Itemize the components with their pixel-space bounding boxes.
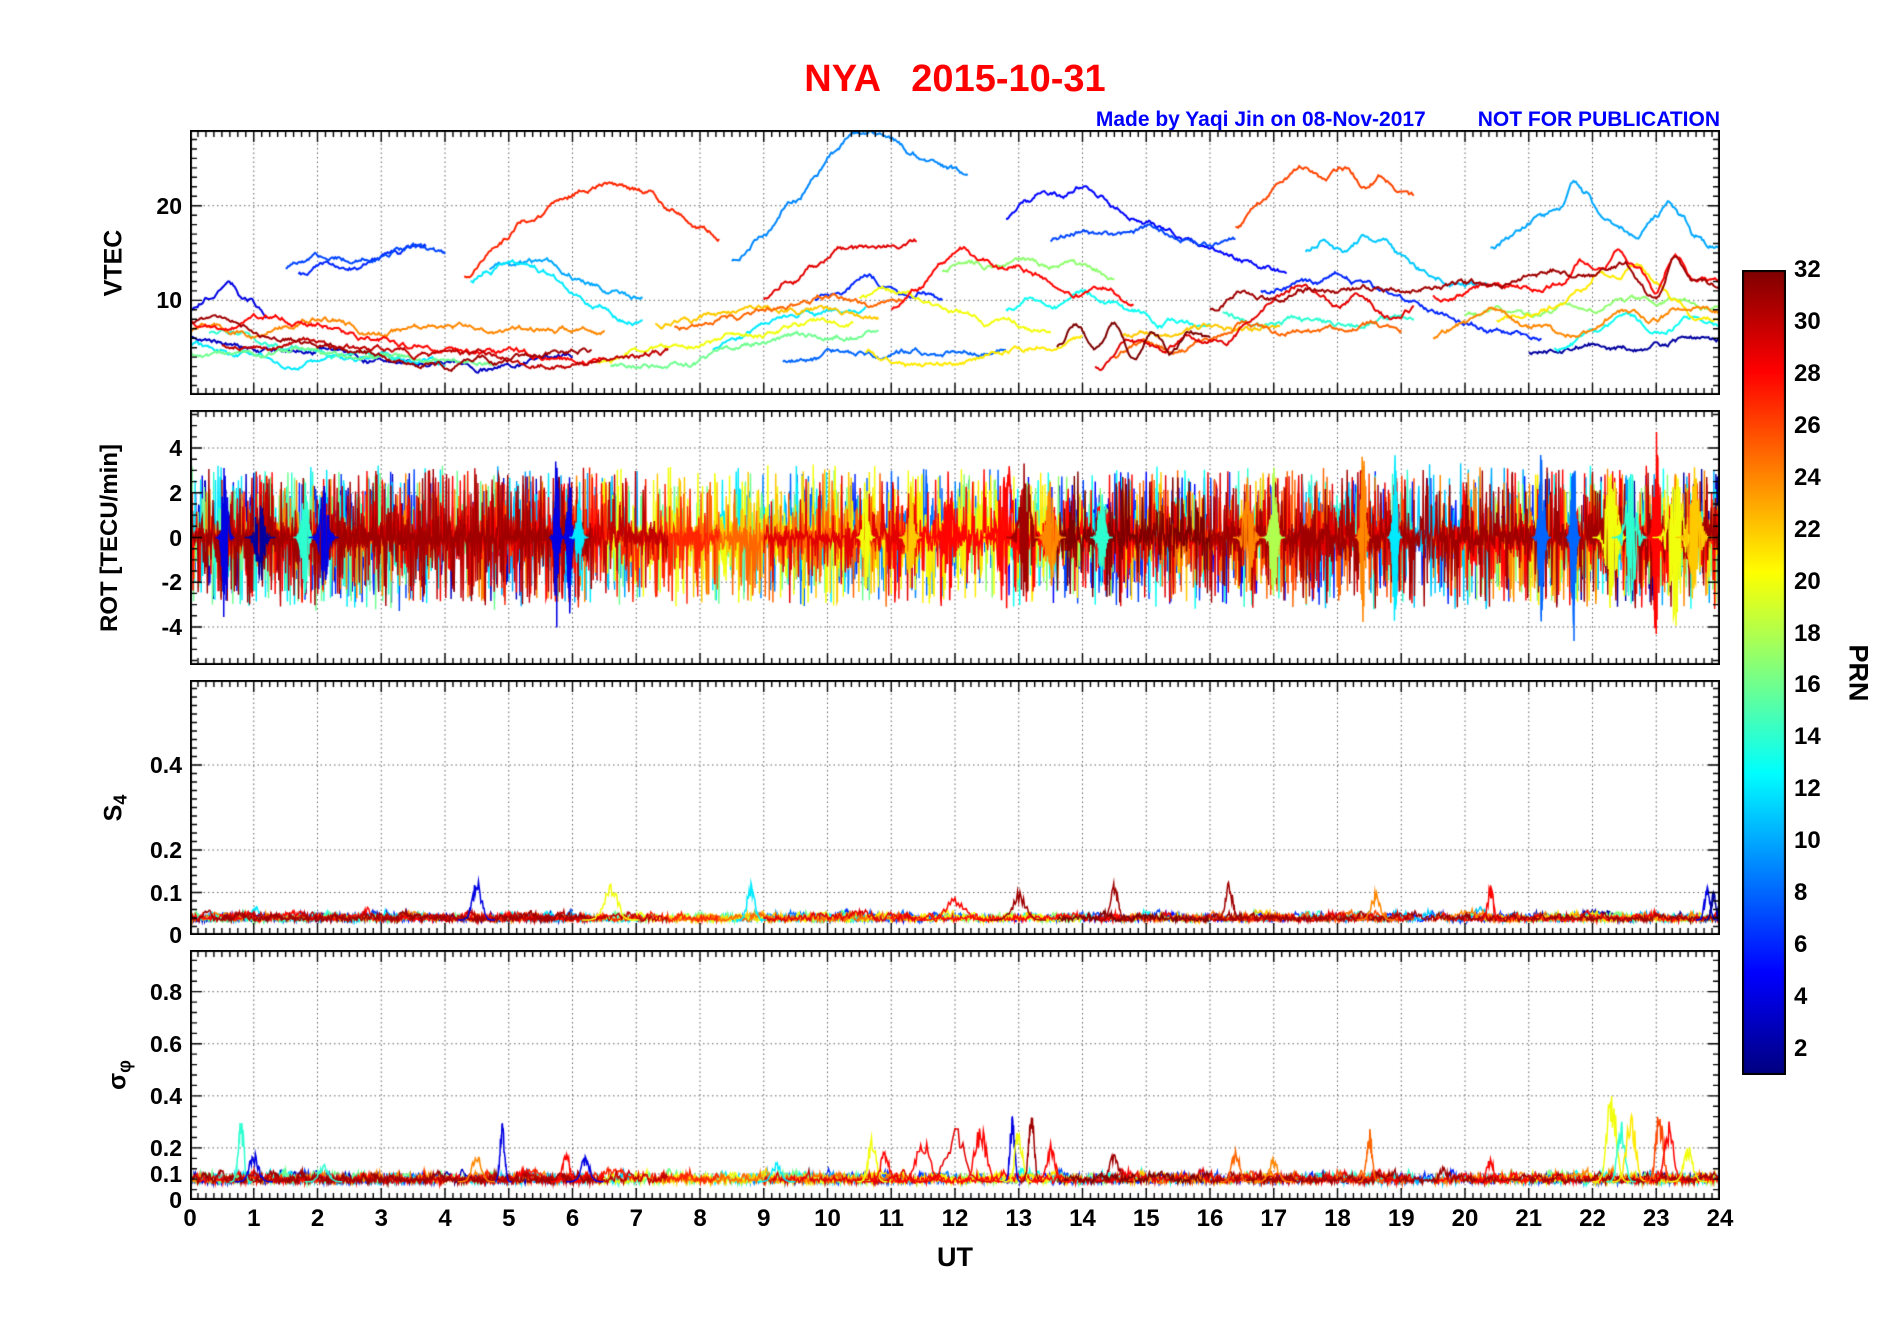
y-tick-label-sigma_phi: 0.2	[150, 1134, 182, 1161]
sigma-phi-panel-canvas	[190, 950, 1720, 1200]
y-tick-label-rot: -4	[161, 613, 182, 640]
vtec-panel-canvas	[190, 130, 1720, 395]
x-tick-label: 8	[693, 1205, 707, 1232]
s4-panel-canvas	[190, 680, 1720, 935]
x-tick-label: 6	[565, 1205, 580, 1232]
x-tick-label: 21	[1515, 1205, 1543, 1232]
x-tick-label: 10	[814, 1205, 841, 1232]
x-tick-label: 18	[1324, 1205, 1351, 1232]
x-tick-label: 23	[1642, 1205, 1670, 1232]
x-tick-label: 12	[941, 1205, 969, 1232]
colorbar-tick-label: 2	[1794, 1035, 1808, 1063]
x-tick-label: 3	[374, 1205, 388, 1232]
x-tick-label: 2	[310, 1205, 325, 1232]
y-tick-label-rot: 0	[169, 524, 182, 551]
colorbar-axis-label: PRN	[1843, 643, 1874, 702]
colorbar-tick-label: 24	[1794, 463, 1821, 491]
colorbar-tick-label: 14	[1794, 723, 1821, 751]
y-tick-label-rot: 4	[169, 435, 182, 462]
vtec-axis-label: VTEC	[99, 229, 128, 296]
colorbar-tick-label: 22	[1794, 515, 1821, 543]
rot-panel-canvas	[190, 410, 1720, 665]
annotation-line: Made by Yaqi Jin on 08-Nov-2017 NOT FOR …	[190, 108, 1720, 132]
x-tick-label: 9	[757, 1205, 771, 1232]
colorbar-tick-label: 16	[1794, 671, 1821, 699]
x-tick-label: 20	[1451, 1205, 1479, 1232]
sigma-phi-axis-label: σφ	[103, 1060, 135, 1090]
x-tick-label: 0	[183, 1205, 197, 1232]
y-tick-label-s4: 0.1	[150, 879, 182, 906]
not-for-publication-text: NOT FOR PUBLICATION	[1477, 108, 1720, 131]
y-tick-label-rot: 2	[169, 479, 182, 506]
colorbar-tick-label: 18	[1794, 619, 1821, 647]
y-tick-label-rot: -2	[161, 569, 182, 596]
colorbar-tick-label: 28	[1794, 359, 1821, 387]
colorbar-tick-label: 6	[1794, 931, 1808, 959]
s4-axis-label: S4	[99, 794, 131, 821]
x-axis-label: UT	[937, 1242, 973, 1272]
colorbar-tick-label: 10	[1794, 827, 1821, 855]
x-tick-label: 22	[1579, 1205, 1606, 1232]
plot-title: NYA 2015-10-31	[804, 58, 1106, 100]
y-tick-label-sigma_phi: 0.1	[150, 1160, 182, 1187]
x-tick-label: 17	[1260, 1205, 1288, 1232]
y-tick-label-sigma_phi: 0.6	[150, 1030, 182, 1057]
x-tick-label: 4	[438, 1205, 452, 1232]
prn-colorbar	[1742, 270, 1786, 1075]
credit-text: Made by Yaqi Jin on 08-Nov-2017	[1095, 108, 1426, 131]
x-tick-label: 1	[247, 1205, 261, 1232]
x-tick-label: 16	[1196, 1205, 1224, 1232]
y-tick-label-s4: 0	[169, 922, 182, 948]
y-tick-label-sigma_phi: 0.8	[150, 978, 182, 1005]
y-tick-label-s4: 0.2	[150, 837, 182, 863]
rot-axis-label: ROT [TECU/min]	[96, 443, 123, 632]
colorbar-tick-label: 20	[1794, 567, 1821, 595]
colorbar-tick-label: 4	[1794, 983, 1808, 1011]
x-tick-label: 15	[1132, 1205, 1160, 1232]
colorbar-tick-label: 26	[1794, 411, 1821, 439]
y-tick-label-sigma_phi: 0	[169, 1187, 182, 1213]
colorbar-tick-label: 30	[1794, 307, 1821, 335]
x-tick-label: 14	[1069, 1205, 1096, 1232]
x-tick-label: 7	[629, 1205, 643, 1232]
x-tick-label: 24	[1706, 1205, 1734, 1232]
colorbar-tick-label: 12	[1794, 775, 1821, 803]
x-tick-label: 13	[1005, 1205, 1033, 1232]
colorbar-tick-label: 8	[1794, 879, 1808, 907]
x-tick-label: 19	[1387, 1205, 1415, 1232]
y-tick-label-vtec: 20	[156, 192, 182, 219]
x-tick-label: 5	[502, 1205, 516, 1232]
y-tick-label-s4: 0.4	[150, 752, 182, 778]
x-tick-label: 11	[878, 1205, 904, 1232]
colorbar-tick-label: 32	[1794, 256, 1821, 283]
